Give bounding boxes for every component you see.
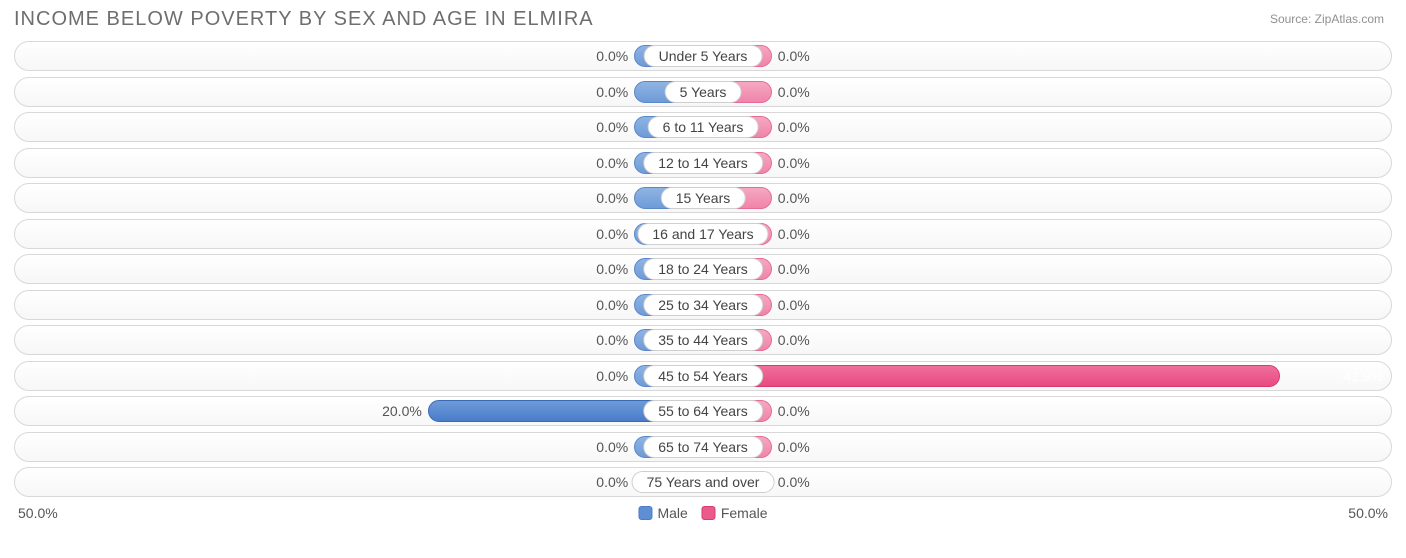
chart-row: 0.0% 0.0% 15 Years	[14, 183, 1392, 213]
category-label: 18 to 24 Years	[643, 258, 763, 280]
legend-female-label: Female	[721, 505, 768, 521]
male-value-label: 0.0%	[596, 78, 634, 106]
male-value-label: 0.0%	[596, 149, 634, 177]
male-value-label: 0.0%	[596, 291, 634, 319]
chart-row: 0.0% 0.0% Under 5 Years	[14, 41, 1392, 71]
chart-title: INCOME BELOW POVERTY BY SEX AND AGE IN E…	[14, 8, 1392, 31]
female-value-label: 0.0%	[772, 184, 810, 212]
chart-row: 20.0% 0.0% 55 to 64 Years	[14, 396, 1392, 426]
chart-row: 0.0% 0.0% 12 to 14 Years	[14, 148, 1392, 178]
category-label: 5 Years	[665, 81, 742, 103]
legend-male: Male	[638, 505, 687, 521]
chart-row: 0.0% 0.0% 25 to 34 Years	[14, 290, 1392, 320]
male-value-label: 0.0%	[596, 42, 634, 70]
legend-male-label: Male	[657, 505, 687, 521]
female-swatch-icon	[702, 506, 716, 520]
category-label: 65 to 74 Years	[643, 436, 763, 458]
chart-row: 0.0% 0.0%16 and 17 Years	[14, 219, 1392, 249]
category-label: 6 to 11 Years	[648, 116, 759, 138]
male-value-label: 0.0%	[596, 184, 634, 212]
chart-row: 0.0% 0.0% 5 Years	[14, 77, 1392, 107]
chart-row: 0.0% 0.0% 35 to 44 Years	[14, 325, 1392, 355]
chart-row: 0.0% 41.9% 45 to 54 Years	[14, 361, 1392, 391]
male-value-label: 0.0%	[596, 433, 634, 461]
category-label: 35 to 44 Years	[643, 329, 763, 351]
female-value-label: 41.9%	[1337, 362, 1383, 390]
axis-left-label: 50.0%	[18, 505, 58, 521]
category-label: 12 to 14 Years	[643, 152, 763, 174]
male-value-label: 0.0%	[596, 113, 634, 141]
axis-right-label: 50.0%	[1348, 505, 1388, 521]
category-label: 25 to 34 Years	[643, 294, 763, 316]
category-label: 15 Years	[661, 187, 746, 209]
chart-row: 0.0% 0.0% 6 to 11 Years	[14, 112, 1392, 142]
male-value-label: 0.0%	[596, 326, 634, 354]
female-value-label: 0.0%	[772, 149, 810, 177]
male-swatch-icon	[638, 506, 652, 520]
axis-legend-row: 50.0% Male Female 50.0%	[14, 503, 1392, 527]
female-value-label: 0.0%	[772, 468, 810, 496]
female-value-label: 0.0%	[772, 291, 810, 319]
female-value-label: 0.0%	[772, 78, 810, 106]
male-value-label: 20.0%	[382, 397, 428, 425]
female-value-label: 0.0%	[772, 220, 810, 248]
diverging-bar-chart: 0.0%0.0%Under 5 Years0.0%0.0%5 Years0.0%…	[14, 41, 1392, 497]
legend: Male Female	[638, 505, 767, 521]
chart-row: 0.0% 0.0% 18 to 24 Years	[14, 254, 1392, 284]
category-label: 75 Years and over	[632, 471, 775, 493]
female-value-label: 0.0%	[772, 433, 810, 461]
chart-row: 0.0% 0.0%75 Years and over	[14, 467, 1392, 497]
category-label: 16 and 17 Years	[637, 223, 768, 245]
male-value-label: 0.0%	[596, 468, 634, 496]
male-value-label: 0.0%	[596, 255, 634, 283]
female-value-label: 0.0%	[772, 255, 810, 283]
male-value-label: 0.0%	[596, 220, 634, 248]
female-value-label: 0.0%	[772, 113, 810, 141]
chart-row: 0.0% 0.0% 65 to 74 Years	[14, 432, 1392, 462]
category-label: 55 to 64 Years	[643, 400, 763, 422]
source-attribution: Source: ZipAtlas.com	[1270, 12, 1384, 26]
male-value-label: 0.0%	[596, 362, 634, 390]
female-bar	[703, 365, 1280, 387]
legend-female: Female	[702, 505, 768, 521]
female-value-label: 0.0%	[772, 42, 810, 70]
category-label: 45 to 54 Years	[643, 365, 763, 387]
female-value-label: 0.0%	[772, 326, 810, 354]
female-value-label: 0.0%	[772, 397, 810, 425]
category-label: Under 5 Years	[644, 45, 763, 67]
